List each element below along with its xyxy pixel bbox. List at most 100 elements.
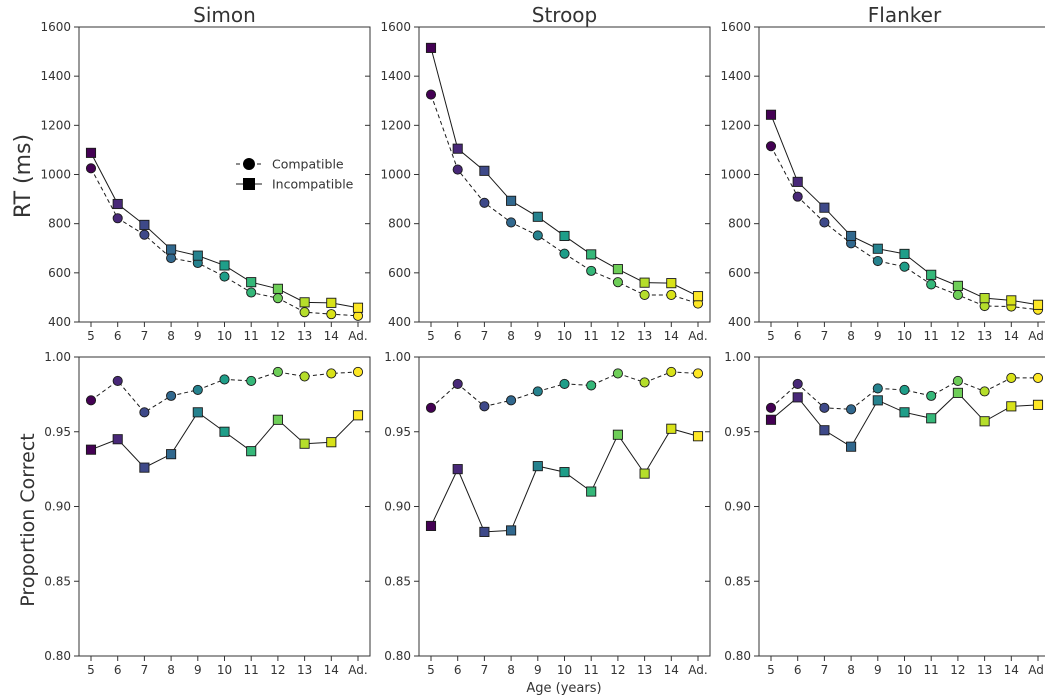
x-tick-label: 10 bbox=[557, 663, 572, 677]
compatible-point bbox=[219, 271, 230, 282]
x-tick-label: 6 bbox=[454, 329, 462, 343]
panel-title: Stroop bbox=[532, 3, 598, 27]
incompatible-point bbox=[532, 211, 543, 222]
x-tick-label: 14 bbox=[324, 329, 339, 343]
incompatible-point bbox=[819, 425, 830, 436]
panel-r0-c0: 400 600 800 1000 1200 1400 1600 5 6 7 8 9 10 11 12 13 14… bbox=[40, 3, 371, 343]
x-tick-label: 7 bbox=[821, 663, 829, 677]
incompatible-point bbox=[899, 407, 910, 418]
y-tick-label: 1600 bbox=[720, 20, 751, 34]
x-tick-label: 6 bbox=[794, 663, 802, 677]
x-tick-label: 10 bbox=[217, 329, 232, 343]
compatible-point bbox=[612, 368, 623, 379]
compatible-point bbox=[765, 141, 777, 152]
compatible-point bbox=[272, 366, 283, 378]
x-tick-label: 13 bbox=[297, 329, 312, 343]
compatible-point bbox=[192, 384, 203, 395]
compatible-point bbox=[819, 217, 830, 228]
compatible-point bbox=[272, 293, 283, 304]
compatible-point bbox=[872, 255, 883, 267]
compatible-point bbox=[479, 197, 490, 208]
incompatible-point bbox=[272, 414, 283, 425]
incompatible-point bbox=[765, 414, 777, 425]
incompatible-point bbox=[639, 468, 650, 479]
incompatible-point bbox=[1006, 295, 1017, 306]
series-line-compatible bbox=[430, 94, 699, 305]
panel-r1-c2: 0.80 0.85 0.90 0.95 1.00 5 6 7 8 9 10 11 12 13 14 Ad. bbox=[724, 350, 1045, 677]
incompatible-point bbox=[952, 280, 963, 291]
compatible-point bbox=[586, 380, 597, 391]
compatible-point bbox=[692, 368, 704, 379]
incompatible-point bbox=[326, 297, 337, 308]
incompatible-point bbox=[219, 260, 230, 271]
x-tick-label: 14 bbox=[324, 663, 339, 677]
panel-title: Flanker bbox=[868, 3, 942, 27]
y-tick-label: 1.00 bbox=[44, 350, 71, 364]
compatible-point bbox=[765, 402, 777, 413]
panel-frame bbox=[418, 26, 711, 323]
compatible-point bbox=[85, 163, 97, 174]
incompatible-point bbox=[612, 264, 623, 275]
x-tick-label: 8 bbox=[847, 663, 855, 677]
incompatible-point bbox=[639, 277, 650, 288]
y-tick-label: 800 bbox=[48, 217, 71, 231]
series-line-incompatible bbox=[430, 47, 699, 297]
y-tick-label: 0.90 bbox=[44, 500, 71, 514]
incompatible-point bbox=[692, 291, 704, 302]
compatible-point bbox=[979, 386, 990, 397]
x-tick-label: 9 bbox=[194, 663, 202, 677]
compatible-point bbox=[299, 371, 310, 382]
x-tick-label: 13 bbox=[637, 329, 652, 343]
x-tick-label: 12 bbox=[950, 329, 965, 343]
panel-title: Simon bbox=[193, 3, 256, 27]
y-tick-label: 600 bbox=[48, 266, 71, 280]
legend-label: Compatible bbox=[272, 157, 344, 172]
compatible-point bbox=[532, 386, 543, 397]
y-tick-label: 0.85 bbox=[44, 574, 71, 588]
x-tick-label: 11 bbox=[244, 329, 259, 343]
x-tick-label: 10 bbox=[897, 329, 912, 343]
y-tick-label: 400 bbox=[388, 315, 411, 329]
incompatible-point bbox=[899, 248, 910, 259]
x-tick-label: 11 bbox=[244, 663, 259, 677]
y-tick-label: 0.85 bbox=[724, 574, 751, 588]
y-tick-label: 1400 bbox=[720, 69, 751, 83]
compatible-point bbox=[1032, 372, 1044, 383]
x-tick-label: 12 bbox=[270, 329, 285, 343]
compatible-point bbox=[85, 395, 97, 406]
y-tick-label: 1000 bbox=[40, 168, 71, 182]
y-tick-label: 0.85 bbox=[384, 574, 411, 588]
compatible-point bbox=[872, 383, 883, 394]
x-tick-label: 9 bbox=[194, 329, 202, 343]
incompatible-point bbox=[846, 441, 857, 452]
x-tick-label: 7 bbox=[141, 329, 149, 343]
y-tick-label: 0.95 bbox=[44, 425, 71, 439]
incompatible-point bbox=[846, 230, 857, 242]
x-tick-label: 7 bbox=[141, 663, 149, 677]
compatible-point bbox=[559, 248, 570, 259]
incompatible-point bbox=[926, 269, 937, 280]
y-tick-label: 0.80 bbox=[44, 649, 71, 663]
x-tick-label: 9 bbox=[874, 329, 882, 343]
legend: Compatible Incompatible bbox=[236, 157, 354, 192]
compatible-point bbox=[139, 407, 150, 418]
compatible-point bbox=[666, 289, 677, 301]
incompatible-point bbox=[85, 147, 97, 158]
incompatible-point bbox=[979, 416, 990, 427]
x-tick-label: Ad. bbox=[348, 329, 367, 343]
legend-label: Incompatible bbox=[272, 177, 354, 192]
incompatible-point bbox=[166, 244, 177, 255]
x-tick-label: 6 bbox=[114, 329, 122, 343]
rt-y-axis-label: RT (ms) bbox=[11, 134, 36, 218]
compatible-point bbox=[425, 89, 437, 100]
y-tick-label: 1600 bbox=[40, 20, 71, 34]
incompatible-point bbox=[326, 437, 337, 448]
compatible-point bbox=[926, 279, 937, 290]
compatible-point bbox=[532, 230, 543, 241]
x-tick-label: Ad. bbox=[1028, 329, 1045, 343]
incompatible-point bbox=[352, 410, 364, 421]
compatible-point bbox=[899, 384, 910, 395]
incompatible-point bbox=[1032, 399, 1044, 410]
x-tick-label: 5 bbox=[87, 663, 95, 677]
